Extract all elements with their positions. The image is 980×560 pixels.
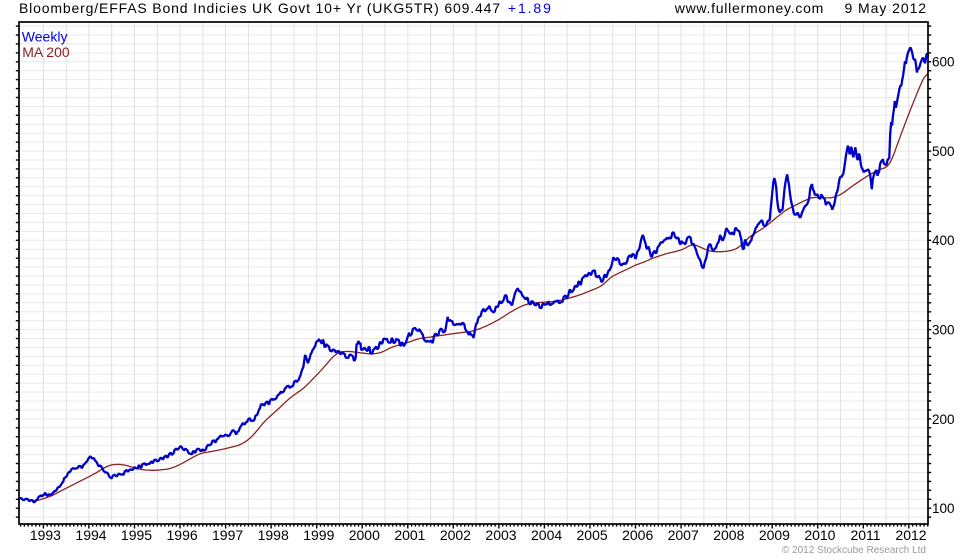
svg-text:2012: 2012	[895, 527, 926, 543]
svg-text:2002: 2002	[440, 527, 471, 543]
svg-text:2004: 2004	[531, 527, 562, 543]
svg-text:1997: 1997	[212, 527, 243, 543]
svg-text:9 May 2012: 9 May 2012	[845, 0, 927, 16]
svg-text:Weekly: Weekly	[22, 29, 68, 45]
svg-text:200: 200	[932, 412, 955, 427]
svg-text:400: 400	[932, 233, 955, 248]
svg-text:2001: 2001	[394, 527, 425, 543]
svg-text:600: 600	[932, 55, 955, 70]
svg-text:500: 500	[932, 144, 955, 159]
svg-text:2009: 2009	[759, 527, 790, 543]
svg-text:2011: 2011	[850, 527, 880, 543]
svg-text:1994: 1994	[75, 527, 106, 543]
svg-text:100: 100	[932, 501, 955, 516]
svg-text:+1.89: +1.89	[508, 0, 551, 16]
svg-text:Bloomberg/EFFAS Bond Indicies: Bloomberg/EFFAS Bond Indicies UK Govt 10…	[19, 0, 500, 16]
svg-text:1998: 1998	[258, 527, 289, 543]
svg-text:1999: 1999	[303, 527, 334, 543]
svg-text:2007: 2007	[668, 527, 699, 543]
svg-text:2005: 2005	[577, 527, 608, 543]
svg-text:2003: 2003	[485, 527, 516, 543]
svg-text:2000: 2000	[349, 527, 380, 543]
svg-text:2010: 2010	[804, 527, 835, 543]
svg-text:www.fullermoney.com: www.fullermoney.com	[674, 0, 824, 16]
svg-text:300: 300	[932, 323, 955, 338]
svg-text:1995: 1995	[121, 527, 152, 543]
svg-text:2008: 2008	[713, 527, 744, 543]
svg-text:1996: 1996	[167, 527, 198, 543]
svg-text:© 2012 Stockcube Research Ltd: © 2012 Stockcube Research Ltd	[782, 545, 926, 556]
svg-text:1993: 1993	[30, 527, 61, 543]
svg-text:MA 200: MA 200	[22, 44, 70, 60]
svg-text:2006: 2006	[622, 527, 653, 543]
